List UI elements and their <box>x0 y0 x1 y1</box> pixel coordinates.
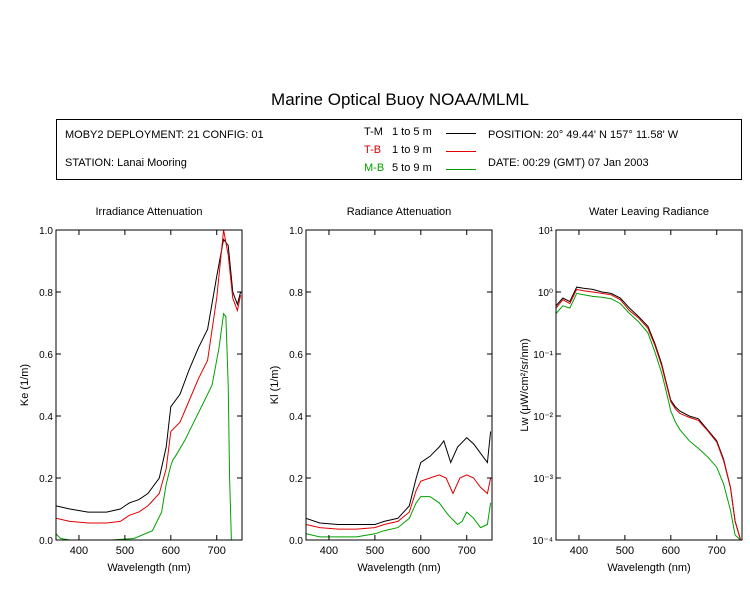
series-line-t-b <box>306 474 492 530</box>
series-line-t-b <box>556 288 742 540</box>
series-line-m-b <box>556 292 741 540</box>
legend-range-mb: 5 to 9 m <box>392 162 432 174</box>
y-tick-label: 0.2 <box>39 474 53 485</box>
y-axis-label: Kl (1/m) <box>269 366 281 405</box>
legend-code-tb: T-B <box>364 144 382 156</box>
y-tick-label: 0.4 <box>39 412 53 423</box>
x-tick-label: 600 <box>662 545 680 557</box>
series-line-t-m <box>306 431 492 525</box>
y-tick-label: 1.0 <box>289 226 303 237</box>
series-line-t-m <box>556 286 742 540</box>
y-tick-label: 10⁻² <box>533 412 553 423</box>
y-tick-label: 0.2 <box>289 474 303 485</box>
y-axis-label: Ke (1/m) <box>19 364 31 406</box>
chart-title-irradiance: Irradiance Attenuation <box>95 206 203 218</box>
x-axis-label: Wavelength (nm) <box>357 562 440 574</box>
x-tick-label: 400 <box>320 545 338 557</box>
plot-frame <box>555 229 743 541</box>
x-tick-label: 500 <box>116 545 134 557</box>
y-axis-label: Lw (μW/cm²/sr/nm) <box>519 338 531 431</box>
page-title: Marine Optical Buoy NOAA/MLML <box>271 90 529 109</box>
date-text: DATE: 00:29 (GMT) 07 Jan 2003 <box>488 157 649 169</box>
x-tick-label: 600 <box>412 545 430 557</box>
plot-frame <box>55 229 243 541</box>
station-text: STATION: Lanai Mooring <box>65 157 187 169</box>
y-tick-label: 1.0 <box>39 226 53 237</box>
chart-title-water-leaving: Water Leaving Radiance <box>588 206 710 218</box>
x-tick-label: 600 <box>162 545 180 557</box>
x-tick-label: 500 <box>616 545 634 557</box>
x-axis-label: Wavelength (nm) <box>607 562 690 574</box>
y-tick-label: 10⁻³ <box>533 474 553 485</box>
y-tick-label: 10¹ <box>539 226 554 237</box>
y-tick-label: 0.4 <box>289 412 303 423</box>
legend-code-mb: M-B <box>364 162 385 174</box>
series-line-m-b <box>56 312 232 540</box>
x-tick-label: 700 <box>208 545 226 557</box>
plot-frame <box>305 229 493 541</box>
series-line-t-m <box>56 238 242 513</box>
legend-line-tb <box>446 151 476 152</box>
x-tick-label: 400 <box>70 545 88 557</box>
info-box: MOBY2 DEPLOYMENT: 21 CONFIG: 01 STATION:… <box>56 119 742 180</box>
deployment-text: MOBY2 DEPLOYMENT: 21 CONFIG: 01 <box>65 129 264 141</box>
legend-line-tm <box>446 133 476 134</box>
x-axis-label: Wavelength (nm) <box>107 562 190 574</box>
chart-title-radiance: Radiance Attenuation <box>346 206 452 218</box>
y-tick-label: 0.0 <box>39 536 53 547</box>
y-tick-label: 0.6 <box>39 350 53 361</box>
x-tick-label: 400 <box>570 545 588 557</box>
y-tick-label: 0.8 <box>39 288 53 299</box>
x-tick-label: 700 <box>708 545 726 557</box>
legend-range-tb: 1 to 9 m <box>392 144 432 156</box>
y-tick-label: 0.6 <box>289 350 303 361</box>
y-tick-label: 10⁰ <box>538 288 553 299</box>
series-line-t-b <box>56 230 242 524</box>
legend-line-mb <box>446 169 476 170</box>
y-tick-label: 0.8 <box>289 288 303 299</box>
y-tick-label: 10⁻⁴ <box>532 536 553 547</box>
position-text: POSITION: 20° 49.44' N 157° 11.58' W <box>488 129 679 141</box>
series-line-m-b <box>306 496 492 538</box>
y-tick-label: 0.0 <box>289 536 303 547</box>
legend-range-tm: 1 to 5 m <box>392 126 432 138</box>
x-tick-label: 700 <box>458 545 476 557</box>
y-tick-label: 10⁻¹ <box>533 350 553 361</box>
x-tick-label: 500 <box>366 545 384 557</box>
legend-code-tm: T-M <box>364 126 383 138</box>
